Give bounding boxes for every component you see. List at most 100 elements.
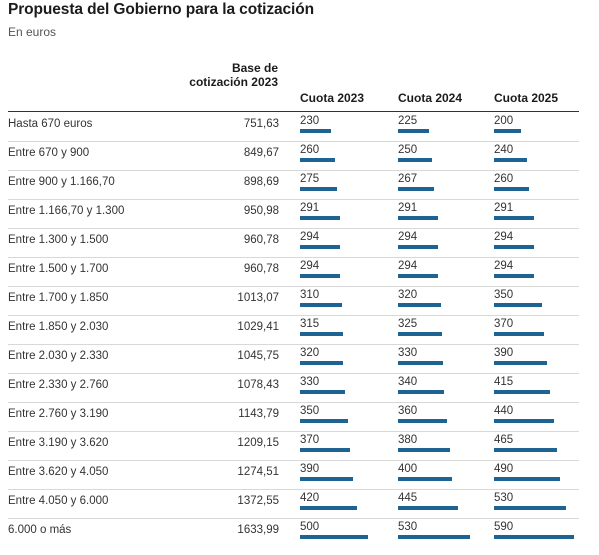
table-row: 6.000 o más 1633,99 500 530 590 bbox=[8, 518, 579, 547]
table-header: Base de cotización 2023 Cuota 2023 Cuota… bbox=[0, 55, 599, 113]
cuota-bar-2024 bbox=[398, 419, 447, 423]
cuota-bar-2023 bbox=[300, 419, 348, 423]
cuota-bar-2023 bbox=[300, 129, 332, 133]
cuota-bar-2025 bbox=[494, 361, 547, 365]
cuota-cell-2023: 291 bbox=[300, 201, 396, 227]
cuota-value-2024: 291 bbox=[398, 202, 418, 214]
cuota-cell-2024: 291 bbox=[398, 201, 494, 227]
chart-title: Propuesta del Gobierno para la cotizació… bbox=[8, 1, 314, 18]
cuota-value-2023: 260 bbox=[300, 144, 320, 156]
cuota-value-2024: 267 bbox=[398, 173, 418, 185]
tramo-label: Entre 1.300 y 1.500 bbox=[8, 234, 109, 246]
cuota-value-2025: 291 bbox=[494, 202, 514, 214]
cuota-cell-2023: 275 bbox=[300, 172, 396, 198]
cuota-value-2025: 294 bbox=[494, 231, 514, 243]
base-value: 751,63 bbox=[243, 118, 279, 130]
cuota-bar-2023 bbox=[300, 506, 357, 510]
cuota-cell-2024: 267 bbox=[398, 172, 494, 198]
cuota-value-2023: 390 bbox=[300, 463, 320, 475]
cuota-cell-2024: 360 bbox=[398, 404, 494, 430]
tramo-label: Entre 3.620 y 4.050 bbox=[8, 466, 109, 478]
base-value: 1372,55 bbox=[237, 495, 279, 507]
cuota-value-2025: 350 bbox=[494, 289, 514, 301]
cuota-cell-2023: 370 bbox=[300, 433, 396, 459]
header-base: Base de cotización 2023 bbox=[189, 61, 278, 89]
cuota-cell-2023: 420 bbox=[300, 491, 396, 517]
cuota-cell-2024: 320 bbox=[398, 288, 494, 314]
cuota-bar-2025 bbox=[494, 245, 534, 249]
cuota-cell-2025: 350 bbox=[494, 288, 590, 314]
cuota-bar-2024 bbox=[398, 158, 432, 162]
cuota-cell-2025: 294 bbox=[494, 230, 590, 256]
table-row: Entre 2.760 y 3.190 1143,79 350 360 440 bbox=[8, 402, 579, 432]
cuota-value-2025: 440 bbox=[494, 405, 514, 417]
cuota-cell-2024: 330 bbox=[398, 346, 494, 372]
tramo-label: Entre 1.700 y 1.850 bbox=[8, 292, 109, 304]
cuota-bar-2023 bbox=[300, 448, 351, 452]
cuota-bar-2023 bbox=[300, 245, 340, 249]
cuota-value-2024: 294 bbox=[398, 260, 418, 272]
cuota-value-2023: 320 bbox=[300, 347, 320, 359]
cuota-bar-2023 bbox=[300, 216, 340, 220]
cuota-bar-2025 bbox=[494, 419, 554, 423]
base-value: 1274,51 bbox=[237, 466, 279, 478]
cuota-cell-2024: 250 bbox=[398, 143, 494, 169]
base-value: 960,78 bbox=[243, 234, 279, 246]
tramo-label: Entre 3.190 y 3.620 bbox=[8, 437, 109, 449]
cuota-bar-2023 bbox=[300, 158, 336, 162]
cuota-value-2025: 294 bbox=[494, 260, 514, 272]
cuota-value-2025: 390 bbox=[494, 347, 514, 359]
cuota-bar-2025 bbox=[494, 158, 527, 162]
cuota-bar-2025 bbox=[494, 274, 534, 278]
cuota-bar-2024 bbox=[398, 245, 438, 249]
base-value: 1029,41 bbox=[237, 321, 279, 333]
cuota-cell-2023: 500 bbox=[300, 520, 396, 546]
cuota-cell-2025: 590 bbox=[494, 520, 590, 546]
cuota-cell-2023: 315 bbox=[300, 317, 396, 343]
cuota-bar-2024 bbox=[398, 506, 459, 510]
tramo-label: Hasta 670 euros bbox=[8, 118, 93, 130]
cuota-cell-2023: 320 bbox=[300, 346, 396, 372]
cuota-cell-2024: 400 bbox=[398, 462, 494, 488]
cuota-cell-2024: 340 bbox=[398, 375, 494, 401]
cuota-value-2024: 360 bbox=[398, 405, 418, 417]
cuota-bar-2024 bbox=[398, 187, 435, 191]
cuota-cell-2023: 230 bbox=[300, 114, 396, 140]
cuota-value-2025: 240 bbox=[494, 144, 514, 156]
cuota-value-2023: 315 bbox=[300, 318, 320, 330]
tramo-label: Entre 2.760 y 3.190 bbox=[8, 408, 109, 420]
cuota-value-2023: 294 bbox=[300, 231, 320, 243]
cuota-value-2024: 225 bbox=[398, 115, 418, 127]
cuota-bar-2024 bbox=[398, 477, 453, 481]
table-row: Entre 2.030 y 2.330 1045,75 320 330 390 bbox=[8, 344, 579, 374]
cuota-cell-2024: 530 bbox=[398, 520, 494, 546]
cuota-bar-2024 bbox=[398, 274, 438, 278]
table-row: Entre 1.166,70 y 1.300 950,98 291 291 291 bbox=[8, 199, 579, 229]
cuota-cell-2025: 291 bbox=[494, 201, 590, 227]
cuota-value-2024: 445 bbox=[398, 492, 418, 504]
base-value: 1013,07 bbox=[237, 292, 279, 304]
cuota-value-2023: 230 bbox=[300, 115, 320, 127]
cuota-value-2025: 530 bbox=[494, 492, 514, 504]
cuota-value-2025: 370 bbox=[494, 318, 514, 330]
cuota-value-2025: 415 bbox=[494, 376, 514, 388]
cuota-bar-2025 bbox=[494, 390, 551, 394]
table-row: Entre 2.330 y 2.760 1078,43 330 340 415 bbox=[8, 373, 579, 403]
base-value: 1209,15 bbox=[237, 437, 279, 449]
tramo-label: Entre 4.050 y 6.000 bbox=[8, 495, 109, 507]
tramo-label: Entre 1.500 y 1.700 bbox=[8, 263, 109, 275]
cuota-cell-2024: 325 bbox=[398, 317, 494, 343]
cuota-cell-2023: 294 bbox=[300, 230, 396, 256]
cuota-value-2024: 294 bbox=[398, 231, 418, 243]
cuota-bar-2025 bbox=[494, 303, 542, 307]
table-row: Entre 1.500 y 1.700 960,78 294 294 294 bbox=[8, 257, 579, 287]
table-row: Hasta 670 euros 751,63 230 225 200 bbox=[8, 112, 579, 142]
cuota-bar-2024 bbox=[398, 390, 445, 394]
cuota-bar-2024 bbox=[398, 332, 443, 336]
cuota-value-2023: 350 bbox=[300, 405, 320, 417]
cuota-value-2024: 320 bbox=[398, 289, 418, 301]
cuota-bar-2024 bbox=[398, 448, 450, 452]
table-row: Entre 1.850 y 2.030 1029,41 315 325 370 bbox=[8, 315, 579, 345]
cuota-value-2024: 250 bbox=[398, 144, 418, 156]
tramo-label: 6.000 o más bbox=[8, 524, 72, 536]
